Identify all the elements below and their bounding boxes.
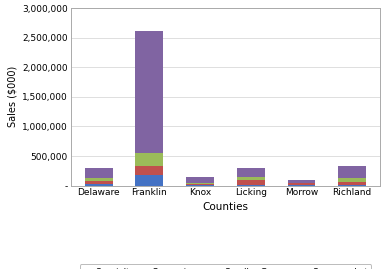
Bar bbox=[186, 185, 214, 186]
Bar bbox=[237, 168, 265, 178]
Bar bbox=[338, 178, 366, 182]
Bar bbox=[135, 166, 163, 175]
Bar bbox=[85, 178, 113, 182]
Bar bbox=[135, 31, 163, 153]
Bar bbox=[237, 180, 265, 185]
Bar bbox=[186, 183, 214, 184]
Bar bbox=[85, 182, 113, 184]
Bar bbox=[186, 177, 214, 183]
Bar bbox=[288, 183, 316, 185]
Bar bbox=[237, 178, 265, 180]
Bar bbox=[85, 168, 113, 178]
Bar bbox=[338, 185, 366, 186]
Bar bbox=[288, 180, 316, 183]
Bar bbox=[338, 166, 366, 178]
Bar bbox=[135, 153, 163, 166]
Bar bbox=[288, 185, 316, 186]
Bar bbox=[237, 185, 265, 186]
X-axis label: Counties: Counties bbox=[202, 201, 249, 211]
Bar bbox=[85, 184, 113, 186]
Bar bbox=[338, 182, 366, 185]
Bar bbox=[135, 175, 163, 186]
Bar bbox=[186, 184, 214, 185]
Legend: Specialty, Convenience, Smaller Grocery, Supermarket: Specialty, Convenience, Smaller Grocery,… bbox=[80, 264, 371, 269]
Y-axis label: Sales ($000): Sales ($000) bbox=[8, 66, 18, 128]
